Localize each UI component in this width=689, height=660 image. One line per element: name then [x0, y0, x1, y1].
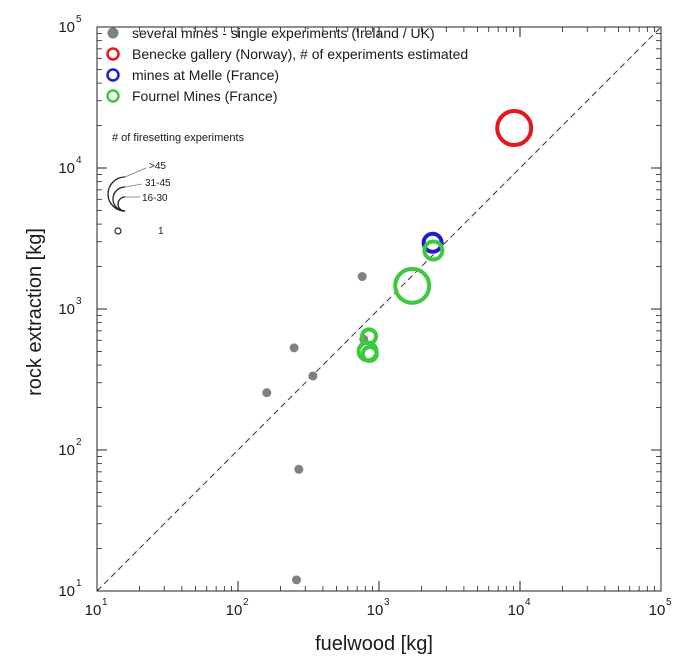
size-legend-label-31-45: 31-45: [145, 178, 171, 189]
x-tick-exponent: 5: [666, 597, 672, 608]
data-point: [357, 272, 367, 282]
size-legend-label-gt45: >45: [149, 161, 166, 172]
size-legend-label-16-30: 16-30: [142, 193, 168, 204]
size-legend-arc-medium: [117, 196, 126, 212]
legend-entry: mines at Melle (France): [132, 67, 279, 83]
x-tick-exponent: 3: [384, 597, 390, 608]
size-legend-leader-largest: [124, 167, 147, 178]
x-tick-exponent: 2: [243, 597, 249, 608]
y-tick-exponent: 3: [76, 296, 82, 307]
data-point: [308, 371, 318, 381]
size-legend-title: # of firesetting experiments: [112, 132, 245, 144]
legend-entry: Benecke gallery (Norway), # of experimen…: [132, 46, 468, 62]
y-tick-label: 10: [58, 583, 75, 600]
x-tick-exponent: 1: [102, 597, 108, 608]
size-legend-leader-large: [124, 183, 143, 188]
data-points: [262, 109, 534, 585]
y-tick-exponent: 1: [76, 578, 82, 589]
data-point: [289, 343, 299, 353]
legend-entry: Fournel Mines (France): [132, 88, 278, 104]
size-legend: # of firesetting experiments >45 31-45 1…: [107, 132, 245, 237]
data-point: [422, 239, 445, 262]
size-legend-label-1: 1: [158, 226, 164, 237]
x-tick-label: 10: [508, 602, 525, 619]
size-legend-marker-small: [114, 227, 122, 235]
reference-line-group: [96, 26, 662, 592]
x-tick-label: 10: [649, 602, 666, 619]
data-point: [393, 266, 432, 305]
data-point: [294, 464, 304, 474]
data-point: [292, 575, 302, 585]
x-tick-label: 10: [226, 602, 243, 619]
legend: several mines - single experiments (Irel…: [106, 25, 468, 104]
x-tick-label: 10: [367, 602, 384, 619]
y-tick-exponent: 4: [76, 155, 82, 166]
data-point: [495, 109, 534, 148]
axes: 10 1 10 2 10 3 10 4 10 510 110 210 310 410 5: [58, 14, 672, 619]
y-tick-exponent: 5: [76, 14, 82, 25]
legend-marker: [106, 89, 120, 103]
x-tick-exponent: 4: [525, 597, 531, 608]
data-point: [262, 388, 272, 398]
legend-marker: [107, 27, 119, 39]
x-axis-label: fuelwood [kg]: [315, 633, 433, 655]
legend-entry: several mines - single experiments (Irel…: [132, 25, 435, 41]
y-tick-label: 10: [58, 301, 75, 318]
y-tick-label: 10: [58, 19, 75, 36]
data-point: [356, 340, 379, 363]
y-tick-exponent: 2: [76, 437, 82, 448]
y-tick-label: 10: [58, 442, 75, 459]
y-tick-label: 10: [58, 160, 75, 177]
data-point: [421, 231, 444, 254]
reference-line-1-to-1: [96, 26, 662, 592]
x-tick-label: 10: [85, 602, 102, 619]
legend-marker: [106, 68, 120, 82]
legend-marker: [106, 47, 120, 61]
y-axis-label: rock extraction [kg]: [24, 228, 46, 396]
